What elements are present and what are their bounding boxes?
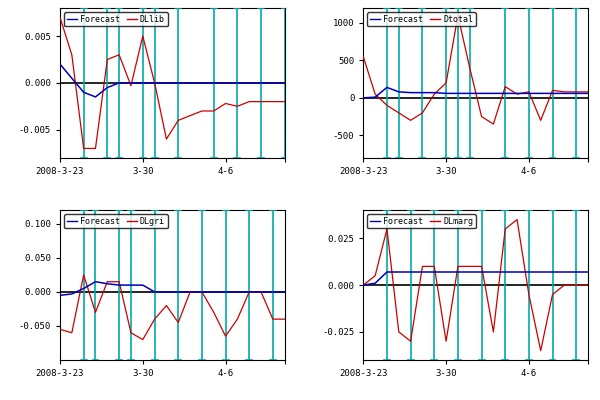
Legend: Forecast, DLgri: Forecast, DLgri <box>64 214 167 228</box>
Legend: Forecast, DLmarg: Forecast, DLmarg <box>367 214 476 228</box>
Legend: Forecast, Dtotal: Forecast, Dtotal <box>367 12 476 26</box>
Legend: Forecast, DLlib: Forecast, DLlib <box>64 12 167 26</box>
